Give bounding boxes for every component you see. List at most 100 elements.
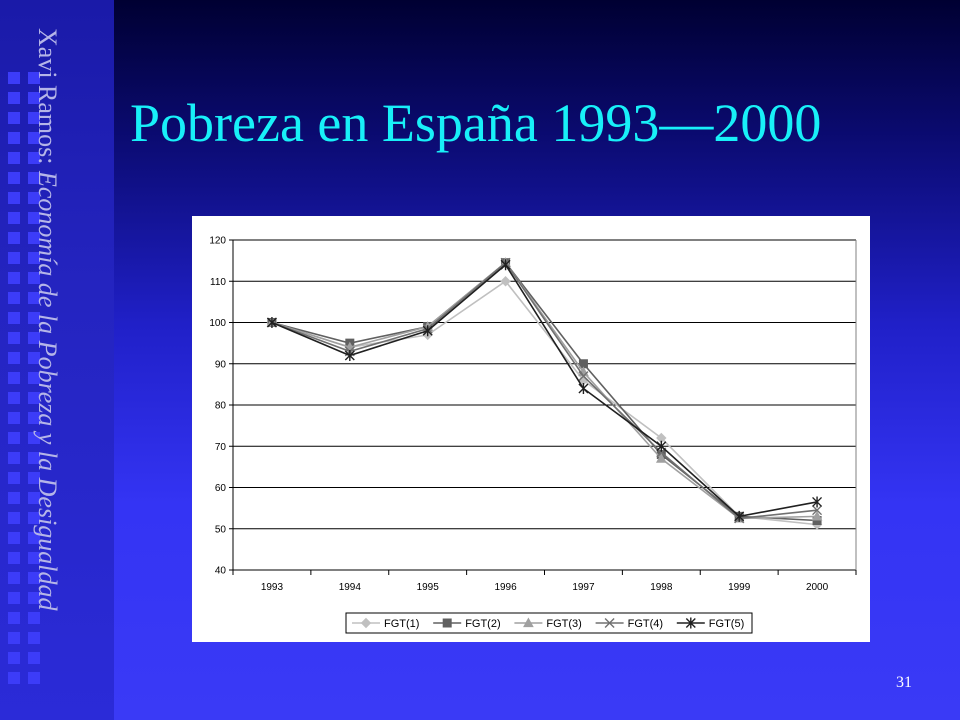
- y-tick-label: 50: [215, 524, 227, 535]
- sidebar-square: [8, 572, 20, 584]
- sidebar-square: [8, 332, 20, 344]
- sidebar-square: [28, 72, 40, 84]
- data-point-fgt3: [811, 510, 823, 521]
- data-point-fgt5: [734, 510, 745, 522]
- sidebar-square: [28, 392, 40, 404]
- sidebar-square: [8, 272, 20, 284]
- sidebar-square: [28, 412, 40, 424]
- x-tick-label: 1994: [339, 582, 362, 593]
- page-title: Pobreza en España 1993—2000: [130, 93, 822, 153]
- legend-box: [345, 612, 753, 634]
- sidebar-square: [28, 672, 40, 684]
- sidebar-square: [28, 432, 40, 444]
- sidebar-square: [28, 472, 40, 484]
- square-column-right: [28, 72, 40, 692]
- y-tick-label: 90: [215, 359, 227, 370]
- sidebar-vertical-title: Xavi Ramos: Economía de la Pobreza y la …: [22, 28, 72, 704]
- sidebar-square: [8, 612, 20, 624]
- data-point-fgt1: [500, 276, 511, 287]
- data-point-fgt5: [344, 350, 355, 361]
- y-tick-label: 100: [209, 318, 226, 329]
- sidebar-square: [28, 252, 40, 264]
- sidebar-square: [28, 552, 40, 564]
- sidebar-square: [8, 652, 20, 664]
- sidebar-square: [8, 472, 20, 484]
- sidebar-square: [28, 192, 40, 204]
- data-point-fgt5: [656, 440, 667, 452]
- sidebar-square: [8, 532, 20, 544]
- chart-container: 40 50 60 70 80 90 100 110 120 1993 1994 1995 1996 199…: [192, 216, 870, 642]
- y-tick-label: 120: [209, 236, 226, 247]
- sidebar-square: [28, 512, 40, 524]
- sidebar-square: [28, 92, 40, 104]
- sidebar-square: [8, 312, 20, 324]
- sidebar-square: [28, 292, 40, 304]
- x-tick-label: 2000: [806, 582, 829, 593]
- sidebar-square: [8, 392, 20, 404]
- sidebar-square: [8, 192, 20, 204]
- data-point-fgt5: [500, 259, 511, 271]
- sidebar-square: [8, 632, 20, 644]
- series-line-fgt1: [271, 280, 818, 526]
- sidebar-square: [8, 252, 20, 264]
- legend-marker: [523, 617, 534, 628]
- x-tick-label: 1995: [417, 582, 440, 593]
- x-tick-label: 1997: [572, 582, 595, 593]
- page-number: 31: [896, 674, 912, 691]
- sidebar-square: [8, 112, 20, 124]
- sidebar-subtitle: Economía de la Pobreza y la Desigualdad: [33, 171, 62, 611]
- legend-label: FGT(1): [384, 618, 419, 630]
- sidebar-square: [28, 492, 40, 504]
- series-line-fgt4: [271, 261, 818, 520]
- y-tick-label: 110: [210, 277, 226, 288]
- sidebar-square: [8, 152, 20, 164]
- sidebar-square: [28, 352, 40, 364]
- y-tick-label: 70: [215, 442, 227, 453]
- sidebar-square: [28, 212, 40, 224]
- sidebar-square: [8, 132, 20, 144]
- square-column-left: [8, 72, 20, 692]
- sidebar-square: [8, 292, 20, 304]
- legend-label: FGT(2): [465, 618, 500, 630]
- series-line-fgt2: [271, 261, 818, 522]
- sidebar-square: [28, 612, 40, 624]
- sidebar-square: [8, 232, 20, 244]
- line-chart: 40 50 60 70 80 90 100 110 120 1993 1994 1995 1996 199…: [209, 236, 857, 634]
- sidebar-square: [28, 312, 40, 324]
- y-tick-label: 80: [215, 401, 227, 412]
- sidebar-square: [8, 172, 20, 184]
- sidebar-square: [28, 272, 40, 284]
- data-point-fgt4: [812, 505, 823, 516]
- sidebar-square: [28, 152, 40, 164]
- sidebar-square: [28, 592, 40, 604]
- legend-label: FGT(4): [628, 618, 663, 630]
- x-tick-label: 1996: [494, 582, 517, 593]
- sidebar-square: [28, 572, 40, 584]
- sidebar-square: [28, 132, 40, 144]
- sidebar-squares: [0, 0, 114, 720]
- sidebar-square: [8, 72, 20, 84]
- legend-marker: [604, 618, 615, 628]
- sidebar-square: [8, 492, 20, 504]
- data-point-fgt3: [655, 453, 667, 463]
- legend-marker: [360, 617, 372, 629]
- x-tick-label: 1993: [261, 582, 284, 593]
- data-point-fgt5: [578, 383, 589, 394]
- sidebar-square: [8, 352, 20, 364]
- series-line-fgt3: [271, 261, 818, 520]
- sidebar-author: Xavi Ramos:: [33, 28, 62, 171]
- sidebar-square: [8, 432, 20, 444]
- sidebar-square: [8, 372, 20, 384]
- data-point-fgt5: [812, 496, 823, 508]
- sidebar-square: [8, 412, 20, 424]
- sidebar-square: [28, 632, 40, 644]
- sidebar-square: [28, 372, 40, 384]
- data-point-fgt5: [422, 325, 433, 337]
- sidebar-square: [28, 232, 40, 244]
- x-tick-label: 1999: [728, 582, 751, 593]
- legend-marker: [685, 617, 696, 629]
- sidebar-square: [28, 652, 40, 664]
- data-point-fgt5: [266, 317, 277, 328]
- legend-label: FGT(3): [546, 618, 581, 630]
- sidebar-square: [28, 532, 40, 544]
